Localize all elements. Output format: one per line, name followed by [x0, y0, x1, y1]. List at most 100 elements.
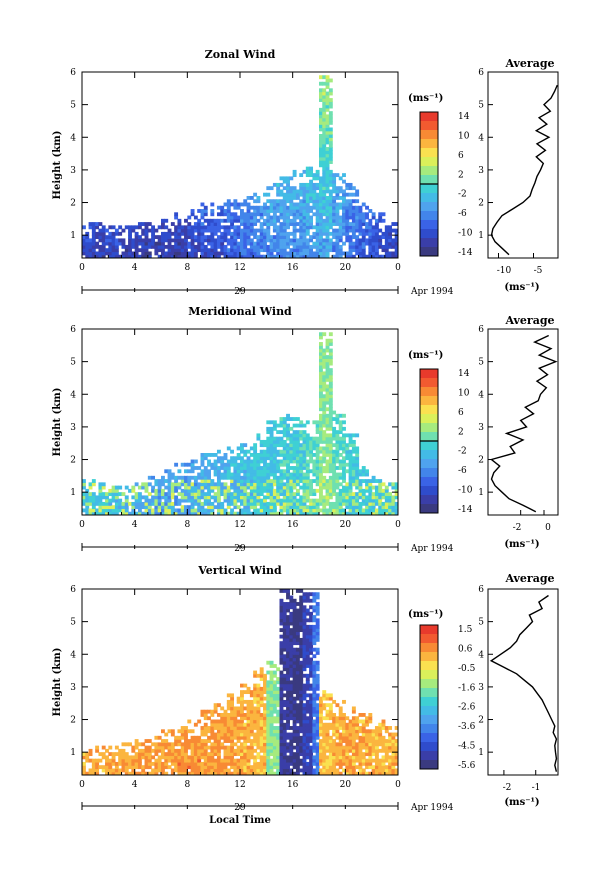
heatmap-cell: [348, 215, 353, 220]
heatmap-cell: [223, 495, 228, 500]
heatmap-cell: [137, 505, 142, 510]
heatmap-cell: [259, 472, 264, 477]
heatmap-cell: [286, 459, 290, 464]
heatmap-cell: [348, 205, 353, 210]
heatmap-cell: [374, 225, 379, 230]
heatmap-cell: [230, 218, 235, 223]
heatmap-cell: [342, 443, 346, 448]
heatmap-cell: [151, 748, 156, 753]
heatmap-cell: [269, 488, 274, 493]
heatmap-cell: [174, 768, 179, 773]
heatmap-cell: [233, 713, 238, 717]
heatmap-cell: [299, 670, 304, 675]
heatmap-cell: [342, 466, 346, 470]
heatmap-cell: [200, 739, 205, 743]
heatmap-cell: [289, 657, 294, 662]
heatmap-cell: [259, 228, 264, 233]
heatmap-cell: [236, 758, 241, 763]
heatmap-cell: [124, 761, 129, 766]
heatmap-cell: [118, 761, 123, 766]
heatmap-cell: [259, 501, 264, 506]
heatmap-cell: [335, 719, 340, 724]
heatmap-cell: [154, 235, 159, 240]
heatmap-cell: [319, 426, 323, 431]
heatmap-cell: [322, 505, 327, 510]
heatmap-cell: [289, 615, 294, 619]
heatmap-cell: [220, 771, 225, 775]
heatmap-cell: [233, 706, 238, 711]
heatmap-cell: [220, 719, 225, 724]
heatmap-cell: [312, 664, 317, 668]
heatmap-cell: [253, 251, 258, 256]
heatmap-cell: [351, 254, 356, 258]
heatmap-cell: [292, 241, 297, 246]
heatmap-cell: [170, 472, 175, 477]
heatmap-cell: [187, 742, 192, 747]
heatmap-cell: [295, 634, 300, 639]
heatmap-cell: [223, 709, 228, 714]
heatmap-cell: [315, 469, 320, 474]
heatmap-cell: [111, 485, 116, 490]
heatmap-cell: [259, 690, 264, 695]
heatmap-cell: [134, 254, 139, 258]
heatmap-cell: [203, 755, 208, 760]
heatmap-cell: [220, 475, 225, 480]
heatmap-cell: [210, 768, 215, 773]
heatmap-cell: [338, 453, 343, 457]
heatmap-cell: [164, 508, 169, 513]
heatmap-cell: [161, 488, 165, 493]
heatmap-cell: [295, 611, 300, 616]
heatmap-cell: [197, 231, 202, 236]
colorbar-swatch: [420, 396, 438, 405]
heatmap-cell: [253, 492, 258, 497]
heatmap-cell: [309, 647, 314, 652]
heatmap-cell: [286, 726, 290, 730]
heatmap-cell: [266, 722, 271, 727]
heatmap-cell: [269, 722, 274, 727]
heatmap-cell: [319, 407, 323, 412]
heatmap-cell: [210, 511, 215, 515]
heatmap-cell: [88, 251, 93, 256]
heatmap-cell: [295, 771, 300, 775]
heatmap-cell: [240, 745, 244, 750]
heatmap-cell: [309, 166, 314, 171]
heatmap-cell: [269, 205, 274, 210]
heatmap-cell: [213, 466, 218, 470]
heatmap-cell: [319, 745, 323, 750]
average-y-tick-label: 3: [478, 166, 484, 176]
colorbar-swatch: [420, 459, 438, 468]
heatmap-cell: [246, 511, 251, 515]
heatmap-cell: [322, 693, 327, 698]
heatmap-cell: [246, 690, 251, 695]
heatmap-cell: [292, 726, 297, 730]
heatmap-cell: [154, 482, 159, 487]
heatmap-cell: [187, 215, 192, 220]
heatmap-cell: [82, 235, 86, 240]
heatmap-cell: [286, 765, 290, 770]
heatmap-cell: [279, 732, 284, 737]
heatmap-cell: [105, 771, 109, 775]
heatmap-cell: [197, 742, 202, 747]
heatmap-cell: [164, 254, 169, 258]
heatmap-cell: [276, 686, 281, 691]
heatmap-cell: [345, 765, 350, 770]
heatmap-cell: [184, 742, 188, 747]
heatmap-cell: [256, 209, 261, 213]
heatmap-cell: [266, 758, 271, 763]
heatmap-cell: [348, 485, 353, 490]
heatmap-cell: [216, 768, 221, 773]
heatmap-cell: [279, 202, 284, 207]
heatmap-cell: [177, 755, 182, 760]
heatmap-cell: [157, 488, 162, 493]
heatmap-cell: [289, 443, 294, 448]
heatmap-cell: [358, 241, 363, 246]
heatmap-cell: [295, 761, 300, 766]
colorbar-swatch: [420, 157, 438, 166]
heatmap-cell: [371, 729, 376, 734]
heatmap-cell: [121, 251, 126, 256]
heatmap-cell: [167, 238, 172, 243]
heatmap-cell: [88, 222, 93, 226]
heatmap-cell: [197, 719, 202, 724]
heatmap-cell: [319, 462, 323, 467]
